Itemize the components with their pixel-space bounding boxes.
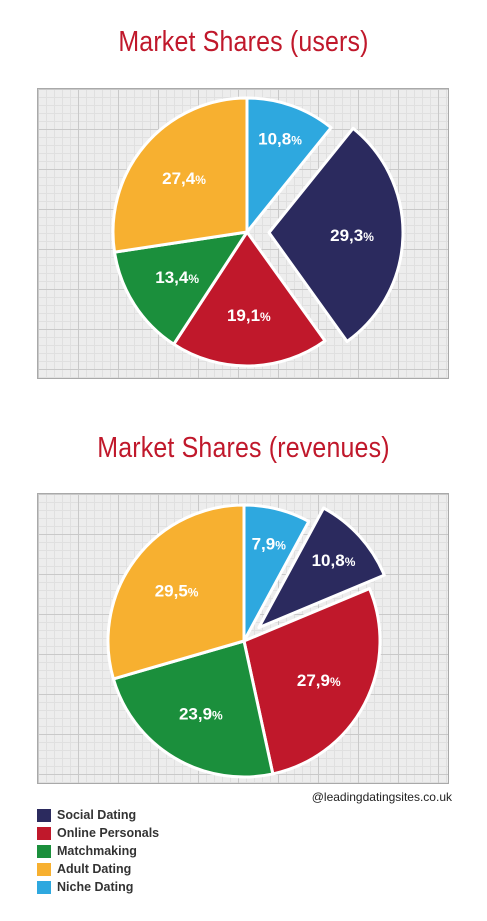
- legend-label: Niche Dating: [57, 880, 134, 894]
- pie-slice-social-dating: [267, 126, 405, 344]
- pie-slice-social-dating: [257, 506, 386, 630]
- legend-item: Adult Dating: [37, 860, 159, 878]
- pie-slice-online-personals: [172, 230, 327, 368]
- pie-slice-adult-dating: [106, 503, 246, 681]
- pie-slice-adult-dating: [111, 96, 249, 254]
- legend-label: Social Dating: [57, 808, 137, 822]
- data-label-social-dating: 29,3%: [330, 226, 374, 245]
- data-label-online-personals: 19,1%: [227, 306, 271, 325]
- legend-swatch: [37, 880, 51, 894]
- legend-swatch: [37, 844, 51, 858]
- source-credit: @leadingdatingsites.co.uk: [311, 790, 452, 804]
- pie-slice-online-personals: [242, 587, 382, 776]
- data-label-niche-dating: 7,9%: [252, 534, 287, 553]
- pie-slice-niche-dating: [245, 96, 333, 234]
- chart-panel-users: 10,8% 29,3% 19,1% 13,4% 27,4%: [37, 88, 449, 379]
- data-label-adult-dating: 29,5%: [155, 581, 199, 600]
- legend-swatch: [37, 808, 51, 822]
- chart-panel-revenues: 7,9% 10,8% 27,9% 23,9% 29,5%: [37, 493, 449, 784]
- data-label-social-dating: 10,8%: [312, 551, 356, 570]
- pie-chart-users: 10,8% 29,3% 19,1% 13,4% 27,4%: [111, 96, 405, 368]
- data-label-matchmaking: 23,9%: [179, 704, 223, 723]
- pie-chart-revenues: 7,9% 10,8% 27,9% 23,9% 29,5%: [106, 503, 386, 779]
- legend-item: Niche Dating: [37, 878, 159, 896]
- data-label-online-personals: 27,9%: [297, 671, 341, 690]
- legend-swatch: [37, 862, 51, 876]
- chart-title-revenues: Market Shares (revenues): [97, 432, 390, 464]
- data-label-niche-dating: 10,8%: [258, 129, 302, 148]
- legend-label: Adult Dating: [57, 862, 132, 876]
- chart-title-users: Market Shares (users): [118, 26, 369, 58]
- legend-label: Online Personals: [57, 826, 160, 840]
- pie-slice-matchmaking: [113, 230, 249, 346]
- data-label-matchmaking: 13,4%: [155, 268, 199, 287]
- data-label-adult-dating: 27,4%: [162, 169, 206, 188]
- legend-swatch: [37, 826, 51, 840]
- legend-item: Matchmaking: [37, 842, 159, 860]
- legend-label: Matchmaking: [57, 844, 137, 858]
- legend: Social Dating Online Personals Matchmaking…: [37, 806, 159, 896]
- legend-item: Social Dating: [37, 806, 159, 824]
- pie-slice-matchmaking: [111, 639, 275, 779]
- legend-item: Online Personals: [37, 824, 159, 842]
